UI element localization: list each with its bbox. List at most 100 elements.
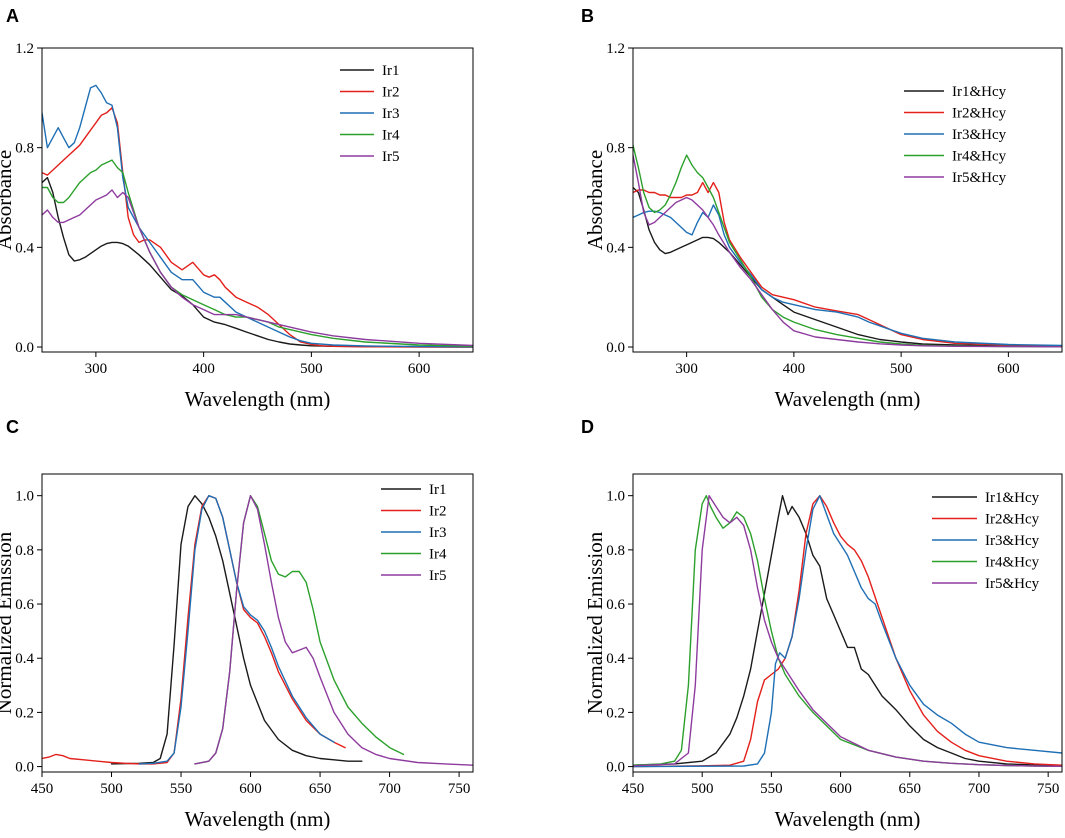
- series-line-ir2: [42, 107, 473, 348]
- legend-label: Ir3&Hcy: [985, 533, 1040, 549]
- x-axis-title: Wavelength (nm): [775, 807, 921, 831]
- y-tick-label: 1.0: [606, 489, 625, 505]
- series-line-ir3: [42, 84, 473, 348]
- y-tick-label: 0.6: [15, 597, 34, 613]
- legend-label: Ir2: [382, 85, 400, 101]
- legend: Ir1 Ir2 Ir3 Ir4 Ir5: [381, 482, 447, 584]
- legend-label: Ir4: [429, 547, 447, 563]
- series-group: [42, 495, 473, 766]
- y-tick-label: 0.2: [606, 705, 625, 721]
- y-tick-label: 0.8: [606, 543, 625, 559]
- series-line-ir4: [42, 159, 473, 347]
- series-line-ir2-hcy: [633, 495, 1062, 768]
- y-tick-label: 0.8: [15, 141, 34, 157]
- series-line-ir1: [42, 176, 473, 348]
- y-tick-label: 0.0: [606, 760, 625, 776]
- legend-label: Ir4&Hcy: [985, 555, 1040, 571]
- legend-label: Ir2&Hcy: [952, 106, 1007, 122]
- legend-label: Ir1&Hcy: [985, 490, 1040, 506]
- panel-d: D 450 500 550 600 650 700 750 0.0 0.2 0.4 0.6 0.8 1.0…: [581, 417, 1063, 831]
- plot-frame: [41, 473, 474, 773]
- legend-label: Ir3: [429, 525, 447, 541]
- legend-label: Ir3&Hcy: [952, 127, 1007, 143]
- x-tick-label: 300: [85, 361, 108, 377]
- y-tick-label: 1.2: [606, 41, 625, 57]
- y-tick-label: 0.2: [15, 705, 34, 721]
- x-tick-label: 700: [378, 781, 401, 797]
- panel-letter: A: [6, 6, 19, 26]
- legend: Ir1&Hcy Ir2&Hcy Ir3&Hcy Ir4&Hcy Ir5&Hcy: [904, 84, 1007, 186]
- y-tick-label: 0.4: [15, 651, 34, 667]
- legend-label: Ir3: [382, 106, 400, 122]
- x-tick-label: 550: [170, 781, 193, 797]
- series-line-ir5-hcy: [633, 495, 1062, 767]
- legend-label: Ir2: [429, 504, 447, 520]
- y-tick-label: 0.4: [606, 240, 625, 256]
- legend-label: Ir4: [382, 128, 400, 144]
- legend-label: Ir5: [382, 149, 400, 165]
- legend-label: Ir1: [382, 63, 400, 79]
- legend-label: Ir1&Hcy: [952, 84, 1007, 100]
- series-line-ir2-hcy: [633, 181, 1062, 347]
- x-tick-label: 700: [968, 781, 991, 797]
- plot-frame: [632, 47, 1063, 353]
- x-tick-label: 450: [31, 781, 54, 797]
- legend-label: Ir5&Hcy: [952, 170, 1007, 186]
- y-axis-title: Absorbance: [583, 150, 607, 250]
- x-tick-label: 500: [691, 781, 714, 797]
- panel-letter: C: [6, 417, 19, 437]
- panel-a: A 300 400 500 600 0.0 0.4 0.8 1.2 Wavelength (nm)…: [0, 6, 474, 411]
- x-tick-label: 500: [100, 781, 123, 797]
- x-axis-title: Wavelength (nm): [185, 807, 331, 831]
- legend-label: Ir5: [429, 568, 447, 584]
- y-tick-label: 0.4: [606, 651, 625, 667]
- series-line-ir3-hcy: [633, 495, 1062, 768]
- legend: Ir1&Hcy Ir2&Hcy Ir3&Hcy Ir4&Hcy Ir5&Hcy: [932, 490, 1040, 592]
- x-tick-label: 300: [675, 361, 698, 377]
- panel-c: C 450 500 550 600 650 700 750 0.0 0.2 0.4 0.6 0.8 1.0…: [0, 417, 474, 831]
- x-tick-label: 750: [1037, 781, 1060, 797]
- series-line-ir4-hcy: [633, 144, 1062, 348]
- x-tick-label: 600: [997, 361, 1020, 377]
- series-group: [42, 84, 473, 348]
- x-axis-title: Wavelength (nm): [185, 387, 331, 411]
- legend: Ir1 Ir2 Ir3 Ir4 Ir5: [340, 63, 400, 165]
- y-tick-label: 0.4: [15, 240, 34, 256]
- x-tick-label: 400: [783, 361, 806, 377]
- y-tick-label: 1.0: [15, 489, 34, 505]
- series-group: [633, 495, 1062, 768]
- y-tick-label: 0.0: [15, 340, 34, 356]
- x-tick-label: 500: [300, 361, 323, 377]
- y-tick-label: 0.0: [606, 340, 625, 356]
- y-tick-label: 1.2: [15, 41, 34, 57]
- y-tick-label: 0.0: [15, 760, 34, 776]
- y-axis-title: Normalized Emission: [583, 531, 607, 714]
- x-tick-label: 650: [899, 781, 922, 797]
- series-line-ir1: [110, 495, 363, 765]
- legend-label: Ir4&Hcy: [952, 149, 1007, 165]
- legend-label: Ir2&Hcy: [985, 512, 1040, 528]
- x-tick-label: 600: [239, 781, 262, 797]
- x-tick-label: 650: [309, 781, 332, 797]
- panel-b: B 300 400 500 600 0.0 0.4 0.8 1.2 Wavelength (nm)…: [581, 6, 1063, 411]
- y-tick-label: 0.6: [606, 597, 625, 613]
- panel-letter: B: [581, 6, 594, 26]
- series-line-ir3: [138, 495, 335, 765]
- series-line-ir5: [194, 495, 473, 766]
- legend-label: Ir5&Hcy: [985, 576, 1040, 592]
- x-axis-title: Wavelength (nm): [775, 387, 921, 411]
- series-line-ir3-hcy: [633, 204, 1062, 347]
- x-tick-label: 750: [448, 781, 471, 797]
- plot-frame: [41, 47, 474, 353]
- y-tick-label: 0.8: [15, 543, 34, 559]
- x-tick-label: 400: [192, 361, 215, 377]
- series-line-ir5: [42, 189, 473, 347]
- panel-letter: D: [581, 417, 594, 437]
- x-tick-label: 600: [829, 781, 852, 797]
- y-axis-title: Normalized Emission: [0, 531, 16, 714]
- series-line-ir5-hcy: [633, 154, 1062, 348]
- y-tick-label: 0.8: [606, 141, 625, 157]
- x-tick-label: 550: [760, 781, 783, 797]
- x-tick-label: 450: [622, 781, 645, 797]
